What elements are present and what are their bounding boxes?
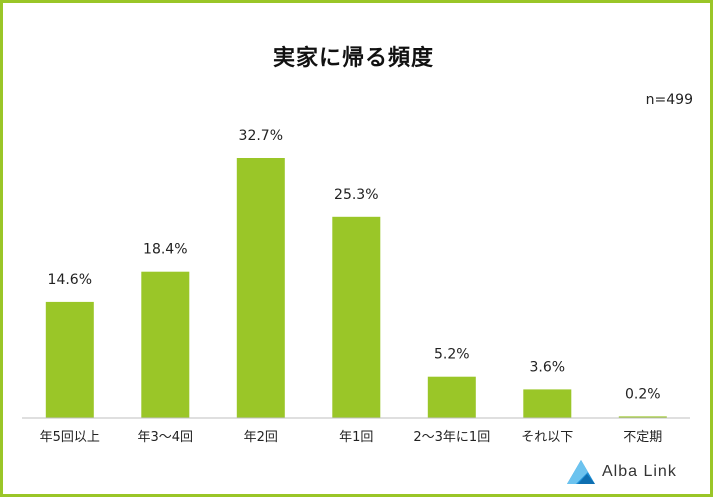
sample-size: n=499 <box>645 92 693 108</box>
value-label-6: 3.6% <box>530 359 566 375</box>
category-label-3: 年2回 <box>244 430 278 445</box>
value-label-3: 32.7% <box>239 128 283 144</box>
value-label-5: 5.2% <box>434 347 470 363</box>
bar-4 <box>332 216 381 418</box>
alba-link-logo-icon <box>567 460 595 484</box>
value-label-7: 0.2% <box>625 386 661 402</box>
value-labels: 14.6% 18.4% 32.7% 25.3% 5.2% 3.6% 0.2% <box>48 128 661 402</box>
category-label-2: 年3～4回 <box>138 430 194 445</box>
bar-7 <box>618 416 667 418</box>
alba-link-logo: Alba Link <box>566 456 677 488</box>
bar-6 <box>523 389 572 418</box>
bars <box>45 158 667 418</box>
category-labels: 年5回以上 年3～4回 年2回 年1回 2～3年に1回 それ以下 不定期 <box>40 430 663 445</box>
bar-2 <box>141 271 190 418</box>
category-label-6: それ以下 <box>521 430 573 445</box>
value-label-4: 25.3% <box>334 187 378 203</box>
category-label-1: 年5回以上 <box>40 430 100 445</box>
bar-3 <box>236 158 285 418</box>
category-label-5: 2～3年に1回 <box>413 430 490 445</box>
value-label-1: 14.6% <box>48 272 92 288</box>
category-label-4: 年1回 <box>339 430 373 445</box>
bar-1 <box>45 301 94 418</box>
bar-5 <box>427 376 476 418</box>
value-label-2: 18.4% <box>143 242 187 258</box>
category-label-7: 不定期 <box>623 430 662 445</box>
alba-link-logo-text: Alba Link <box>602 463 677 480</box>
chart-title: 実家に帰る頻度 <box>272 46 434 71</box>
